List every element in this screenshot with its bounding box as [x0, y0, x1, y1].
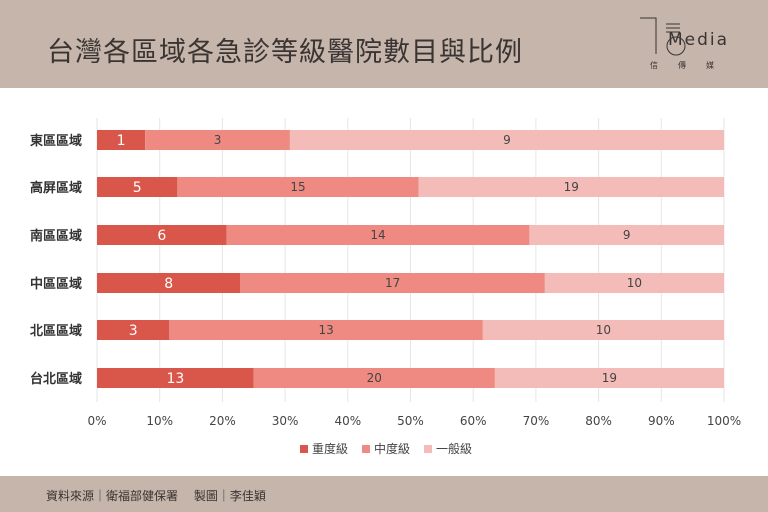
legend-swatch — [362, 445, 370, 453]
data-label: 9 — [623, 228, 631, 242]
bar-segment — [97, 368, 254, 388]
data-label: 10 — [596, 323, 611, 337]
bar-segment — [177, 177, 419, 197]
data-label: 19 — [564, 180, 579, 194]
x-tick-label: 40% — [334, 414, 361, 428]
data-label: 9 — [503, 133, 511, 147]
bar-segment — [97, 320, 170, 340]
x-tick-label: 20% — [209, 414, 236, 428]
data-label: 8 — [164, 276, 173, 292]
x-tick-label: 30% — [272, 414, 299, 428]
bar-segment — [253, 368, 495, 388]
page-title: 台灣各區域各急診等級醫院數目與比例 — [47, 37, 523, 68]
logo-text: Media — [668, 30, 730, 50]
data-label: 3 — [129, 323, 138, 339]
x-tick-label: 100% — [707, 414, 741, 428]
x-tick-label: 50% — [397, 414, 424, 428]
data-label: 10 — [627, 276, 642, 290]
data-label: 5 — [133, 180, 142, 196]
legend-label: 重度級 — [312, 441, 348, 456]
legend-swatch — [300, 445, 308, 453]
bar-segment — [226, 225, 530, 245]
bar-segment — [97, 273, 241, 293]
footer: 資料來源｜衛福部健保署 製圖｜李佳穎 — [0, 476, 768, 512]
legend-label: 中度級 — [374, 441, 410, 456]
bar-segment — [418, 177, 724, 197]
bar-segment — [482, 320, 724, 340]
category-label: 東區區域 — [30, 133, 82, 149]
category-label: 台北區域 — [30, 371, 82, 387]
legend-swatch — [424, 445, 432, 453]
category-label: 中區區域 — [30, 276, 82, 292]
category-label: 高屏區域 — [30, 180, 82, 196]
x-tick-label: 70% — [523, 414, 550, 428]
bar-segment — [97, 177, 178, 197]
category-label: 南區區域 — [30, 228, 82, 244]
data-label: 14 — [370, 228, 385, 242]
data-label: 20 — [367, 371, 382, 385]
bar-segment — [169, 320, 483, 340]
data-label: 15 — [290, 180, 305, 194]
x-tick-label: 90% — [648, 414, 675, 428]
x-tick-label: 0% — [87, 414, 106, 428]
bar-segment — [494, 368, 724, 388]
chart: 0% 10% 20% 30% 40% 50% 60% 70% 80% 90% 100%東區區域 1 3 9… — [30, 118, 741, 456]
data-label: 3 — [214, 133, 222, 147]
data-label: 1 — [117, 133, 126, 149]
header: 台灣各區域各急診等級醫院數目與比例 Media 信傳媒 — [0, 0, 768, 88]
bar-segment — [529, 225, 724, 245]
data-label: 13 — [166, 371, 184, 387]
source-text: 資料來源｜衛福部健保署 製圖｜李佳穎 — [46, 489, 266, 503]
x-tick-label: 10% — [146, 414, 173, 428]
category-label: 北區區域 — [30, 323, 82, 339]
legend-label: 一般級 — [436, 441, 472, 456]
x-tick-label: 60% — [460, 414, 487, 428]
data-label: 19 — [602, 371, 617, 385]
bar-segment — [240, 273, 545, 293]
bar-segment — [289, 130, 724, 150]
data-label: 17 — [385, 276, 400, 290]
logo: Media 信傳媒 — [638, 14, 753, 76]
bar-segment — [97, 225, 227, 245]
x-tick-label: 80% — [585, 414, 612, 428]
bar-segment — [544, 273, 724, 293]
data-label: 6 — [157, 228, 166, 244]
data-label: 13 — [318, 323, 333, 337]
logo-sub: 信傳媒 — [650, 61, 734, 70]
bar-segment — [97, 130, 146, 150]
bar-segment — [145, 130, 290, 150]
